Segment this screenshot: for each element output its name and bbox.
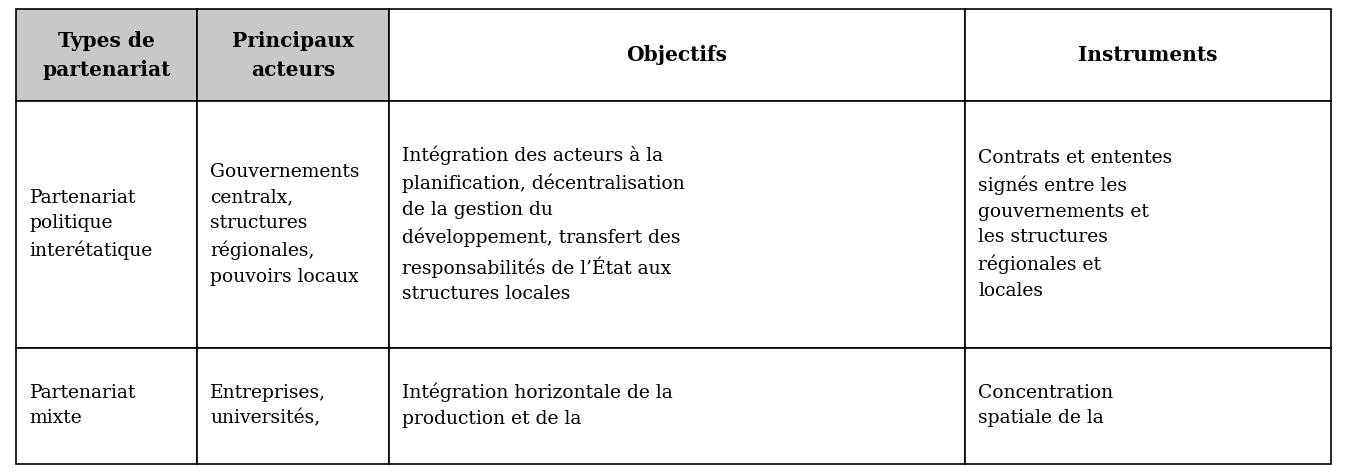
Text: Types de
partenariat: Types de partenariat [42, 31, 171, 80]
Bar [389, 348, 964, 464]
Text: Instruments: Instruments [1078, 45, 1218, 65]
Text: Concentration
spatiale de la: Concentration spatiale de la [978, 384, 1114, 428]
Text: Principaux
acteurs: Principaux acteurs [232, 31, 354, 80]
Text: Contrats et ententes
signés entre les
gouvernements et
les structures
régionales: Contrats et ententes signés entre les go… [978, 149, 1172, 300]
Bar [197, 101, 389, 348]
Bar [16, 9, 197, 101]
Text: Partenariat
mixte: Partenariat mixte [30, 384, 136, 428]
Bar [197, 9, 389, 101]
Bar [16, 348, 197, 464]
Text: Entreprises,
universités,: Entreprises, universités, [210, 384, 326, 428]
Bar [964, 9, 1331, 101]
Text: Objectifs: Objectifs [626, 45, 727, 65]
Text: Intégration des acteurs à la
planification, décentralisation
de la gestion du
dé: Intégration des acteurs à la planificati… [403, 145, 686, 304]
Text: Intégration horizontale de la
production et de la: Intégration horizontale de la production… [403, 383, 674, 428]
Bar [197, 348, 389, 464]
Text: Partenariat
politique
interétatique: Partenariat politique interétatique [30, 189, 152, 260]
Bar [964, 348, 1331, 464]
Bar [389, 9, 964, 101]
Bar [389, 101, 964, 348]
Bar [16, 101, 197, 348]
Text: Gouvernements
centralx,
structures
régionales,
pouvoirs locaux: Gouvernements centralx, structures régio… [210, 163, 360, 286]
Bar [964, 101, 1331, 348]
